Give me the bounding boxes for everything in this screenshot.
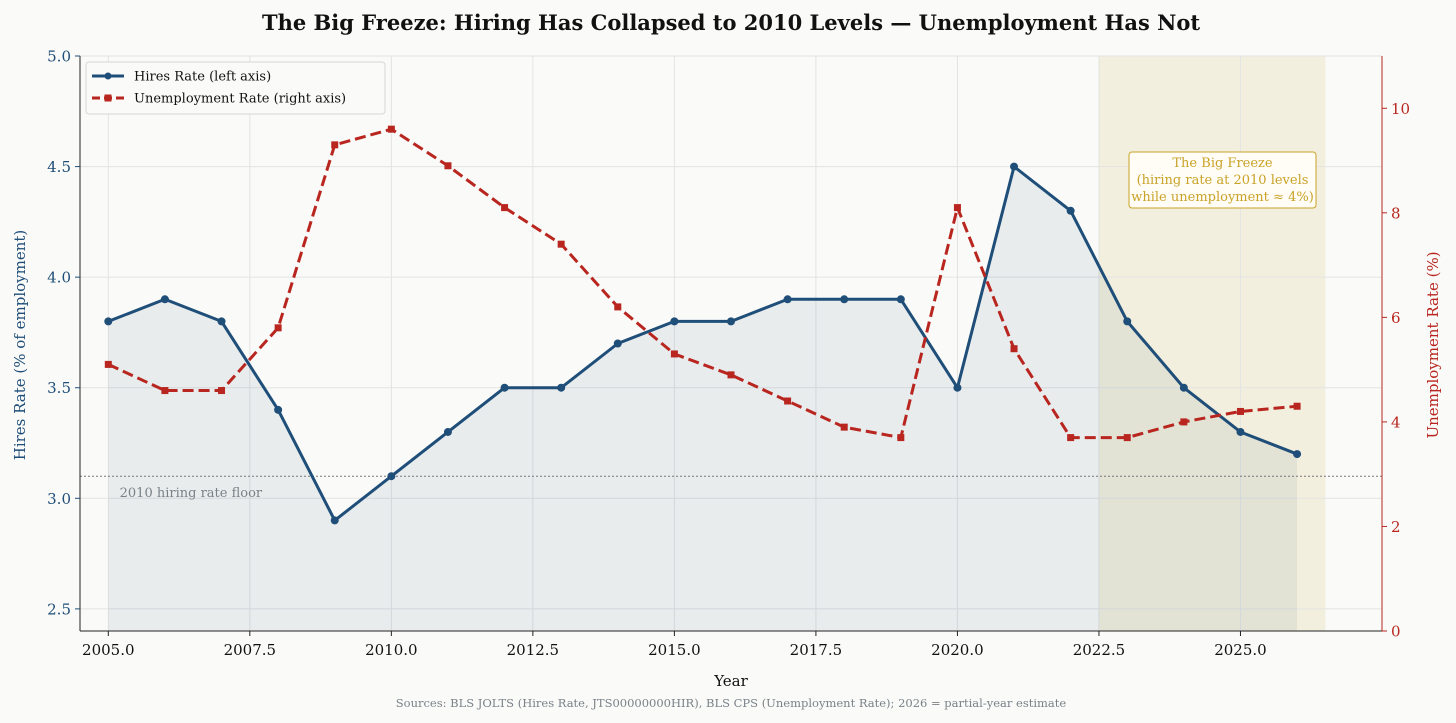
chart-title: The Big Freeze: Hiring Has Collapsed to … [262,10,1200,35]
hires-rate-point [670,317,679,326]
hires-rate-point [896,295,905,304]
series-markers [104,125,1302,525]
x-tick-label: 2010.0 [365,641,418,659]
hires-rate-point [840,295,849,304]
legend: Hires Rate (left axis) Unemployment Rate… [85,61,386,115]
unemployment-rate-point [840,423,848,431]
hires-rate-point [330,516,339,525]
hires-area-fill [108,166,1298,632]
legend-unemployment-marker [104,94,112,102]
unemployment-rate-point [1067,434,1075,442]
reference-line-label: 2010 hiring rate floor [120,486,263,501]
big-freeze-annotation: The Big Freeze (hiring rate at 2010 leve… [1128,151,1317,209]
unemployment-rate-point [501,204,509,212]
hires-rate-point [1179,383,1188,392]
y-right-tick-label: 10 [1391,100,1410,118]
x-tick-label: 2012.5 [507,641,560,659]
unemployment-rate-point [444,162,452,170]
axes [79,56,1383,632]
hires-rate-point [217,317,226,326]
y-right-tick-label: 2 [1391,518,1401,536]
y-left-tick-label: 3.5 [47,379,71,397]
hires-area [108,166,1298,632]
x-tick-label: 2022.5 [1073,641,1126,659]
unemployment-rate-point [1010,345,1018,353]
source-note: Sources: BLS JOLTS (Hires Rate, JTS00000… [396,696,1067,710]
hires-rate-point [1010,162,1019,171]
hires-rate-point [1066,206,1075,215]
x-axis-label: Year [713,672,748,690]
legend-hires-marker [104,72,112,80]
y-left-tick-label: 3.0 [47,490,71,508]
unemployment-rate-point [614,303,622,311]
y-right-tick-label: 6 [1391,309,1401,327]
series-lines [107,127,1298,522]
hires-rate-point [557,383,566,392]
y-axis-label-left: Hires Rate (% of employment) [11,230,29,461]
hires-rate-point [1293,450,1302,459]
y-right-tick-label: 8 [1391,204,1401,222]
legend-hires-label: Hires Rate (left axis) [134,70,271,85]
unemployment-rate-point [784,397,792,405]
legend-unemployment-label: Unemployment Rate (right axis) [134,92,346,107]
y-right-tick-label: 4 [1391,413,1401,431]
y-left-tick-label: 4.0 [47,269,71,287]
y-left-tick-label: 2.5 [47,600,71,618]
unemployment-rate-point [1123,434,1131,442]
tick-labels: 2005.0 2007.5 2010.0 2012.5 2015.0 2017.5 2020… [47,48,1410,660]
x-tick-label: 2017.5 [790,641,843,659]
y-right-tick-label: 0 [1391,623,1401,641]
unemployment-rate-point [670,350,678,358]
hires-rate-point [1123,317,1132,326]
unemployment-rate-point [1236,407,1244,415]
hires-rate-point [104,317,113,326]
unemployment-rate-point [161,387,169,395]
hires-rate-point [500,383,509,392]
x-tick-label: 2007.5 [224,641,277,659]
x-tick-label: 2025.0 [1214,641,1267,659]
hires-rate-point [443,427,452,436]
hires-rate-point [1236,427,1245,436]
hires-rate-line [107,165,1298,522]
x-tick-label: 2020.0 [931,641,984,659]
annotation-box [1128,151,1317,209]
y-left-tick-label: 4.5 [47,158,71,176]
unemployment-rate-point [897,434,905,442]
unemployment-rate-point [387,125,395,133]
legend-box [85,61,386,115]
hires-rate-point [613,339,622,348]
unemployment-rate-point [104,360,112,368]
x-tick-label: 2005.0 [82,641,135,659]
reference-line: 2010 hiring rate floor [80,475,1382,501]
y-left-tick-label: 5.0 [47,48,71,66]
hires-rate-point [727,317,735,326]
annotation-line-3: while unemployment ≈ 4%) [1131,190,1314,205]
annotation-line-2: (hiring rate at 2010 levels [1137,173,1309,188]
unemployment-rate-point [1293,402,1301,410]
hires-rate-point [274,405,283,414]
x-tick-label: 2015.0 [648,641,701,659]
hires-rate-point [783,295,792,304]
unemployment-rate-point [274,324,282,332]
hires-rate-point [387,472,396,481]
hires-rate-point [160,295,169,304]
unemployment-rate-point [331,141,339,149]
unemployment-rate-point [557,240,565,248]
unemployment-rate-point [953,204,961,212]
unemployment-rate-point [727,371,735,379]
hires-rate-point [953,383,962,392]
unemployment-rate-point [1180,418,1188,426]
y-axis-label-right: Unemployment Rate (%) [1424,251,1442,438]
unemployment-rate-point [218,387,226,395]
annotation-line-1: The Big Freeze [1172,156,1273,171]
